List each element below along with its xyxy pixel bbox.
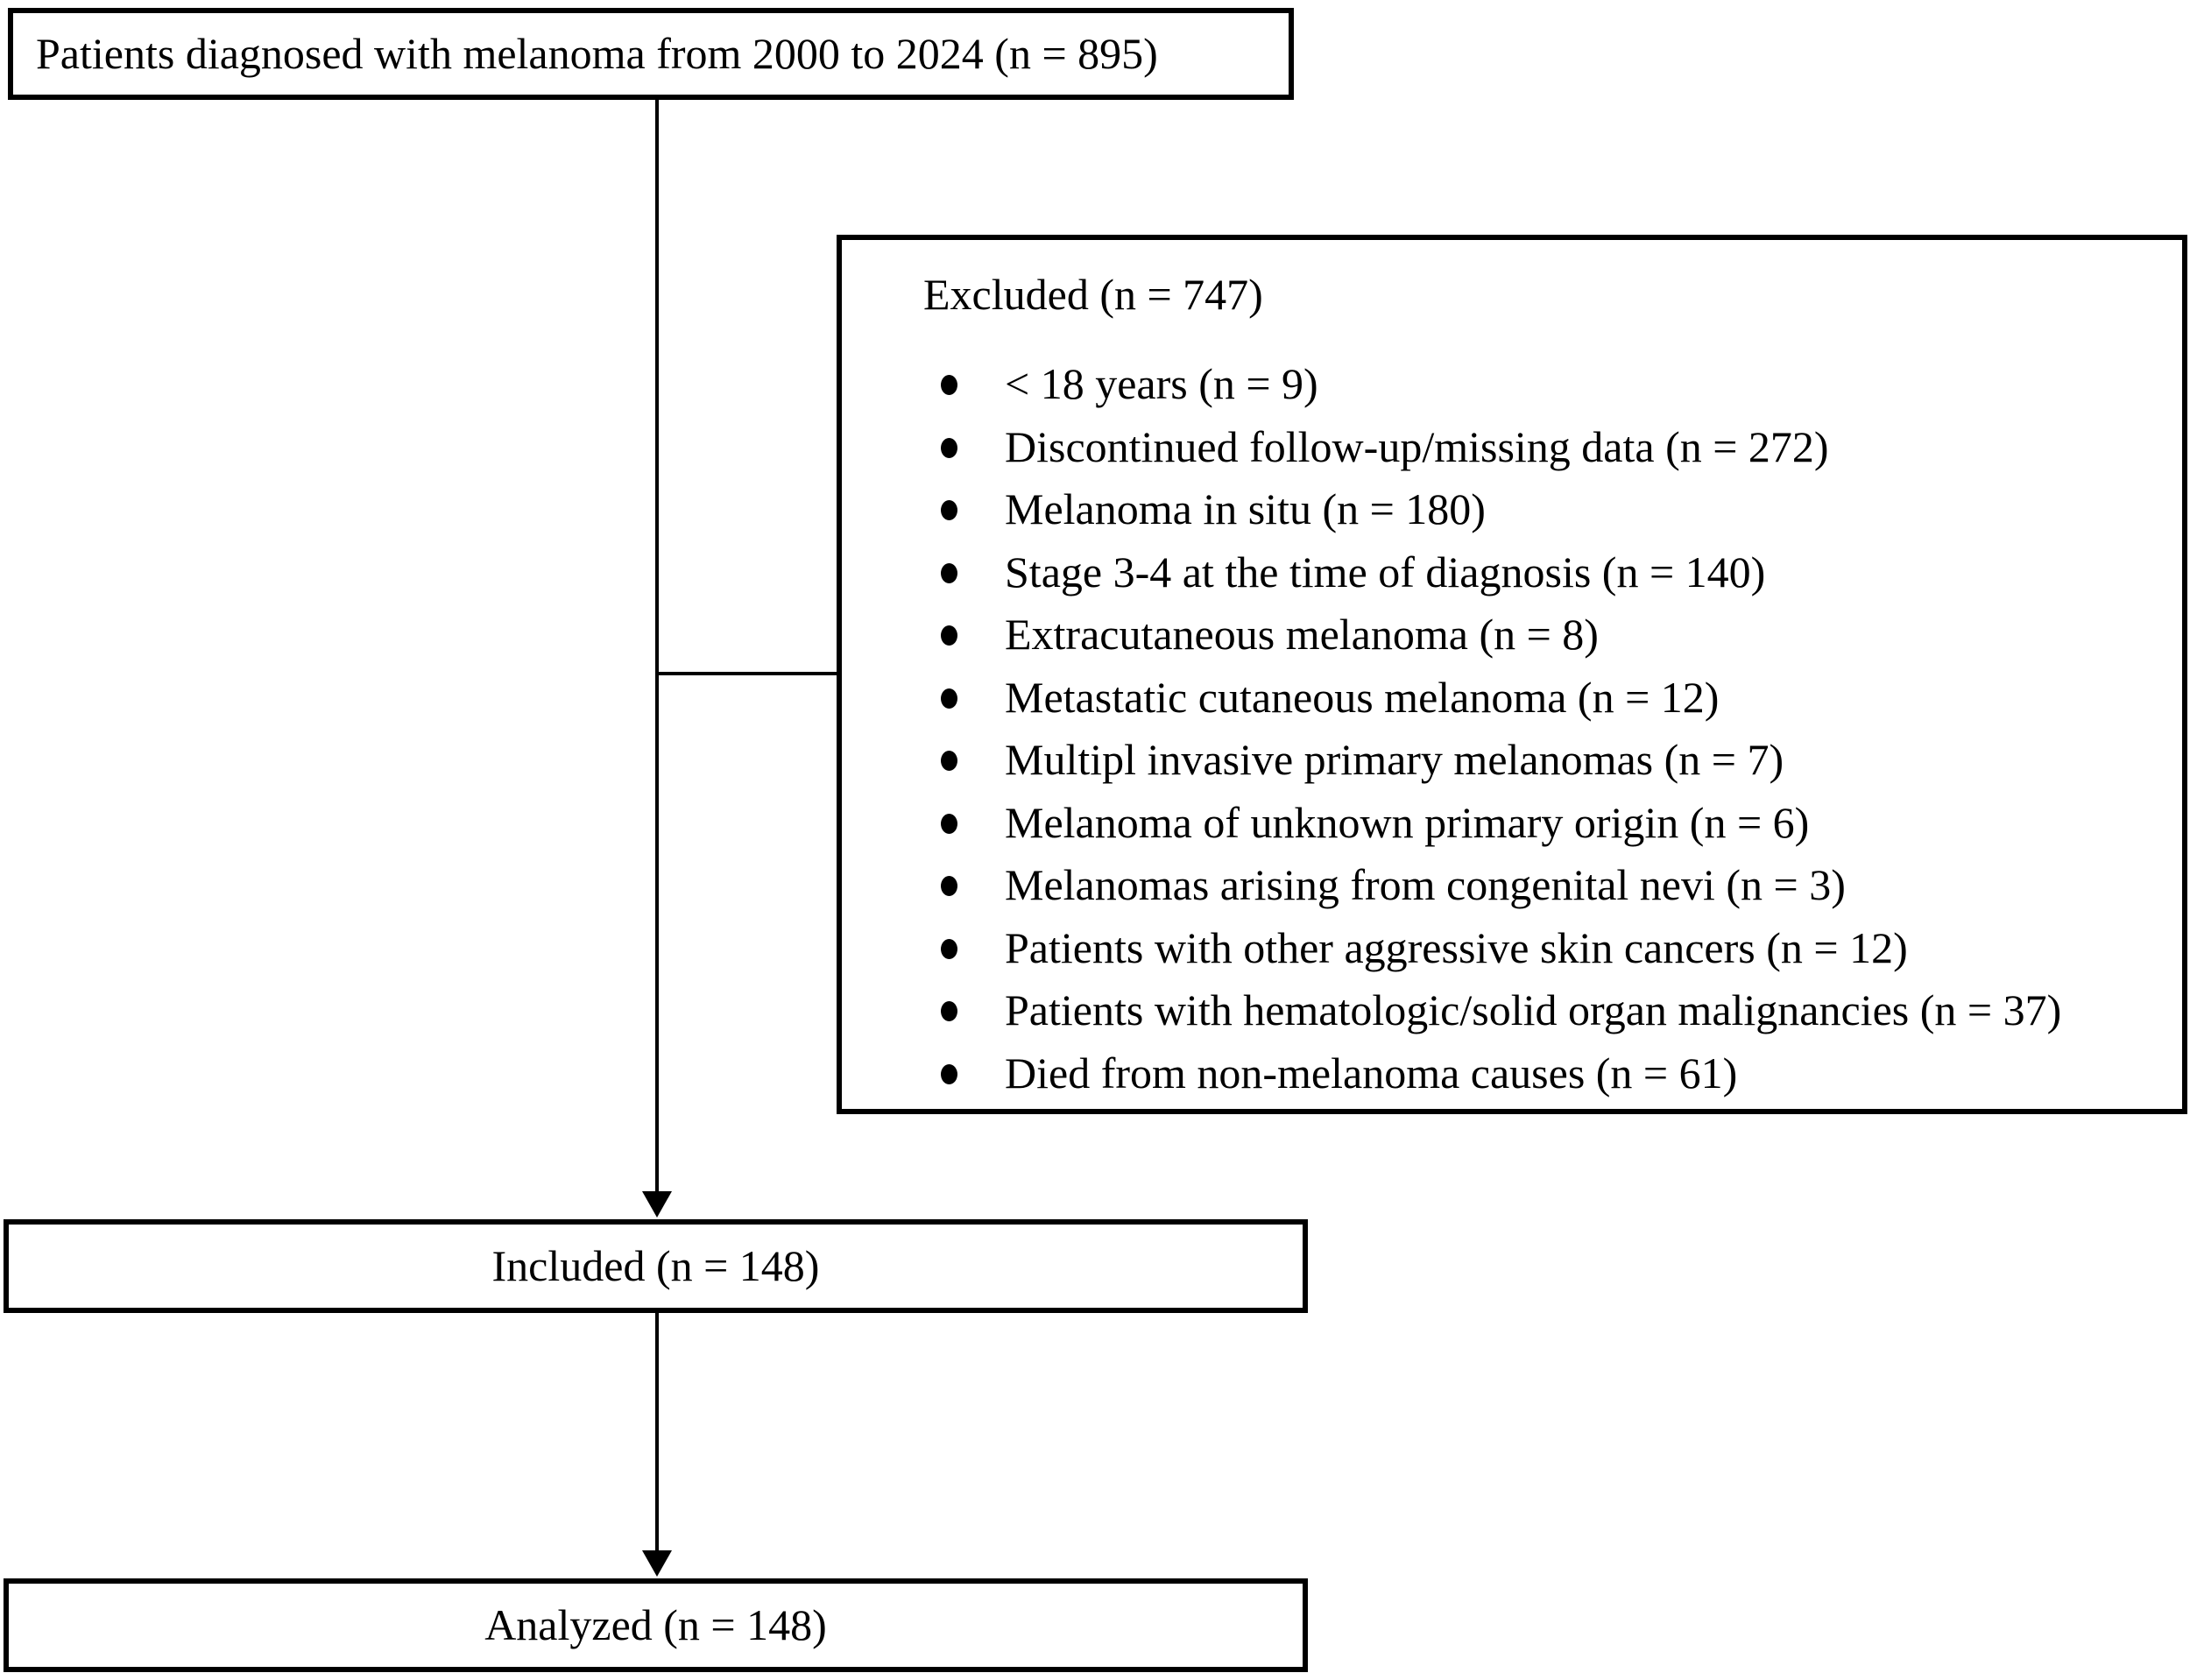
excluded-item-label: < 18 years (n = 9) [1005,359,1318,408]
bullet-icon [941,562,957,583]
bullet-icon [941,938,957,959]
node-patients-diagnosed: Patients diagnosed with melanoma from 20… [8,8,1294,100]
bullet-icon [941,1001,957,1021]
excluded-item: Patients with other aggressive skin canc… [842,917,2182,980]
node-excluded: Excluded (n = 747) < 18 years (n = 9) Di… [837,235,2187,1114]
bullet-icon [941,375,957,395]
bullet-icon [941,688,957,709]
bullet-icon [941,813,957,834]
excluded-item-label: Metastatic cutaneous melanoma (n = 12) [1005,672,1720,722]
excluded-item-label: Extracutaneous melanoma (n = 8) [1005,610,1599,659]
bullet-icon [941,1063,957,1084]
bullet-icon [941,751,957,771]
excluded-title: Excluded (n = 747) [923,270,1263,319]
excluded-item: Died from non-melanoma causes (n = 61) [842,1042,2182,1105]
excluded-item-label: Patients with hematologic/solid organ ma… [1005,985,2062,1034]
node-included: Included (n = 148) [4,1219,1308,1313]
connector-branch-to-excluded [657,672,838,675]
excluded-item: Melanoma of unknown primary origin (n = … [842,792,2182,855]
arrow-down-icon [642,1191,672,1218]
arrow-down-icon [642,1550,672,1577]
bullet-icon [941,437,957,458]
node-patients-label: Patients diagnosed with melanoma from 20… [36,29,1158,78]
excluded-item-label: Stage 3-4 at the time of diagnosis (n = … [1005,547,1766,596]
excluded-item-label: Discontinued follow-up/missing data (n =… [1005,421,1829,471]
excluded-item-label: Patients with other aggressive skin canc… [1005,922,1908,972]
excluded-item-label: Melanomas arising from congenital nevi (… [1005,860,1846,909]
bullet-icon [941,500,957,520]
excluded-item: Patients with hematologic/solid organ ma… [842,979,2182,1042]
excluded-item-label: Multipl invasive primary melanomas (n = … [1005,735,1784,784]
excluded-item-label: Melanoma of unknown primary origin (n = … [1005,797,1810,847]
excluded-item: Melanoma in situ (n = 180) [842,478,2182,541]
excluded-item: Melanomas arising from congenital nevi (… [842,854,2182,917]
node-analyzed: Analyzed (n = 148) [4,1578,1308,1672]
excluded-item-label: Melanoma in situ (n = 180) [1005,484,1486,533]
connector-vertical-main [655,99,659,1191]
node-analyzed-label: Analyzed (n = 148) [484,1600,827,1649]
excluded-item: Stage 3-4 at the time of diagnosis (n = … [842,541,2182,604]
excluded-item: Multipl invasive primary melanomas (n = … [842,729,2182,792]
excluded-list: < 18 years (n = 9) Discontinued follow-u… [842,353,2182,1105]
node-included-label: Included (n = 148) [491,1241,820,1290]
excluded-item-label: Died from non-melanoma causes (n = 61) [1005,1048,1738,1098]
excluded-item: Metastatic cutaneous melanoma (n = 12) [842,667,2182,730]
excluded-item: Extracutaneous melanoma (n = 8) [842,604,2182,667]
excluded-item: Discontinued follow-up/missing data (n =… [842,416,2182,479]
bullet-icon [941,876,957,896]
connector-vertical-included-analyzed [655,1313,659,1550]
excluded-item: < 18 years (n = 9) [842,353,2182,416]
bullet-icon [941,625,957,646]
